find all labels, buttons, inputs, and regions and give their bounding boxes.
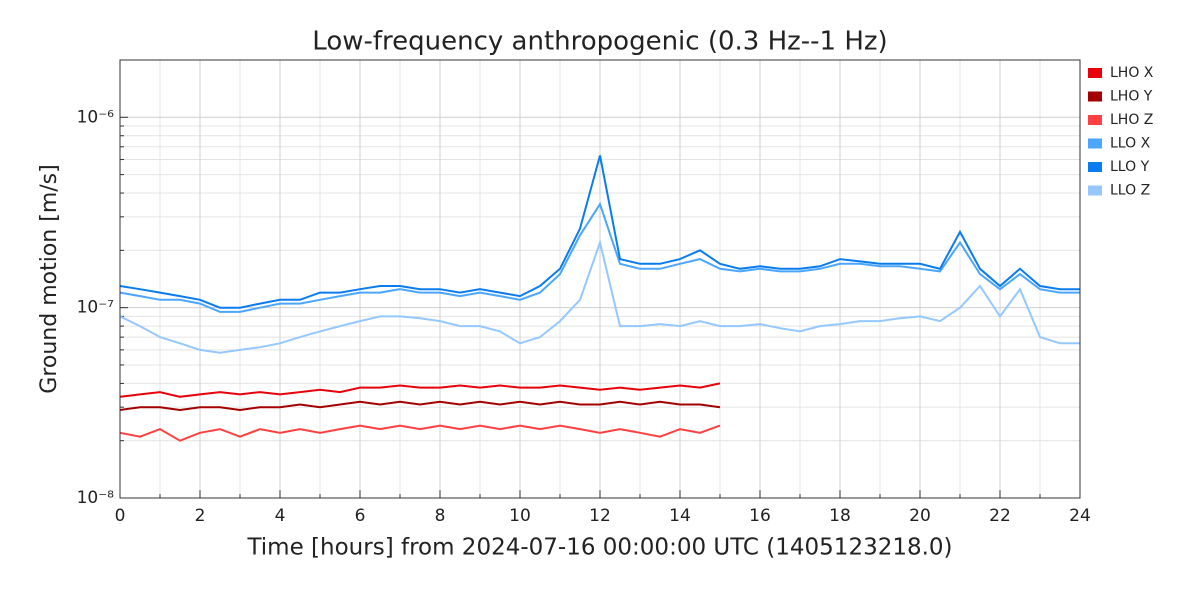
- x-tick-label: 6: [355, 506, 366, 526]
- x-tick-label: 18: [829, 506, 851, 526]
- x-tick-label: 16: [749, 506, 771, 526]
- legend-swatch: [1088, 138, 1102, 149]
- x-tick-label: 8: [435, 506, 446, 526]
- x-tick-label: 20: [909, 506, 931, 526]
- series-line: [119, 201, 1080, 313]
- series-line: [119, 238, 1080, 354]
- legend-swatch: [1088, 68, 1102, 78]
- legend-label: LHO Y: [1110, 89, 1153, 105]
- x-tick-label: 14: [669, 506, 691, 526]
- legend-swatch: [1088, 115, 1102, 125]
- plot-frame: [119, 59, 1081, 499]
- legend-swatch: [1088, 185, 1102, 196]
- x-tick-label: 4: [275, 506, 286, 526]
- legend-swatch: [1088, 91, 1102, 102]
- x-tick-label: 0: [115, 506, 126, 526]
- x-tick-label: 10: [509, 506, 531, 526]
- legend-label: LLO Y: [1110, 159, 1150, 175]
- y-axis-label: Ground motion [m/s]: [37, 164, 62, 393]
- series-line: [119, 382, 721, 398]
- x-tick-label: 2: [195, 506, 206, 526]
- series-line: [119, 400, 721, 412]
- x-tick-label: 22: [989, 506, 1011, 526]
- x-tick-label: 12: [589, 506, 611, 526]
- x-axis-label: Time [hours] from 2024-07-16 00:00:00 UT…: [246, 535, 952, 561]
- series-line: [119, 424, 721, 442]
- legend-label: LLO X: [1110, 136, 1151, 152]
- y-tick-label: 10⁻⁸: [77, 488, 115, 508]
- x-tick-label: 24: [1069, 506, 1091, 526]
- series-line: [119, 155, 1080, 309]
- chart-title: Low-frequency anthropogenic (0.3 Hz--1 H…: [312, 27, 887, 57]
- legend-label: LHO Z: [1110, 112, 1153, 128]
- y-tick-label: 10⁻⁶: [77, 107, 115, 127]
- y-tick-label: 10⁻⁷: [77, 298, 115, 318]
- legend-label: LLO Z: [1110, 183, 1150, 199]
- legend-label: LHO X: [1110, 65, 1154, 81]
- legend-swatch: [1088, 162, 1102, 172]
